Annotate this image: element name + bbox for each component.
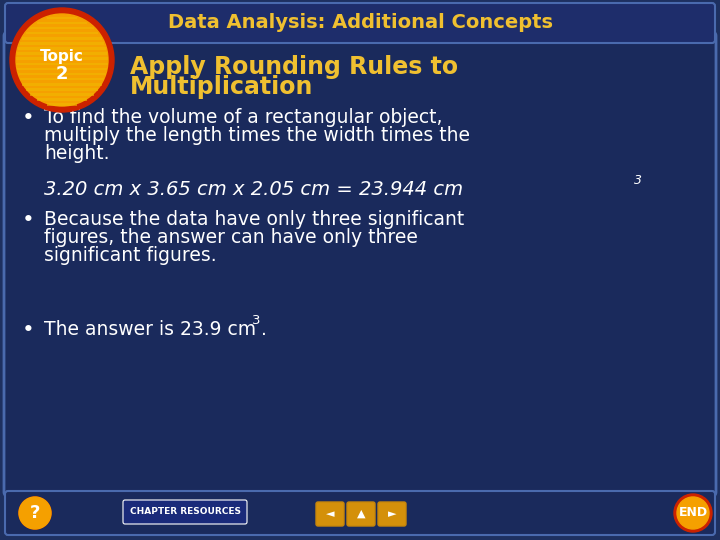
Text: Because the data have only three significant: Because the data have only three signifi… — [44, 210, 464, 229]
Text: •: • — [22, 320, 35, 340]
Bar — [16, 57, 108, 60]
Text: Data Analysis: Additional Concepts: Data Analysis: Additional Concepts — [168, 12, 552, 31]
FancyBboxPatch shape — [5, 491, 715, 535]
Circle shape — [16, 14, 108, 106]
Text: figures, the answer can have only three: figures, the answer can have only three — [44, 228, 418, 247]
Text: The answer is 23.9 cm: The answer is 23.9 cm — [44, 320, 256, 339]
Bar — [22, 83, 102, 85]
FancyBboxPatch shape — [347, 502, 375, 526]
FancyBboxPatch shape — [5, 3, 715, 43]
FancyBboxPatch shape — [316, 502, 344, 526]
Circle shape — [19, 497, 51, 529]
Circle shape — [19, 497, 51, 529]
Text: CHAPTER RESOURCES: CHAPTER RESOURCES — [130, 508, 240, 516]
Circle shape — [677, 497, 709, 529]
Bar — [16, 63, 108, 65]
Text: 3: 3 — [634, 174, 642, 187]
Text: Multiplication: Multiplication — [130, 75, 313, 99]
Text: Apply Rounding Rules to: Apply Rounding Rules to — [130, 55, 458, 79]
Bar — [18, 73, 106, 76]
Text: END: END — [678, 507, 708, 519]
FancyBboxPatch shape — [123, 500, 247, 524]
Bar — [30, 27, 94, 29]
Text: •: • — [22, 108, 35, 128]
Text: 3: 3 — [252, 314, 261, 327]
Text: To find the volume of a rectangular object,: To find the volume of a rectangular obje… — [44, 108, 443, 127]
Circle shape — [22, 500, 48, 526]
Bar — [17, 68, 107, 70]
Text: •: • — [22, 210, 35, 230]
Text: .: . — [261, 320, 267, 339]
Text: height.: height. — [44, 144, 109, 163]
Bar — [26, 32, 99, 35]
Bar — [19, 78, 104, 80]
Circle shape — [10, 8, 114, 112]
Bar — [37, 22, 87, 24]
Bar — [47, 104, 77, 106]
Text: multiply the length times the width times the: multiply the length times the width time… — [44, 126, 470, 145]
Bar — [17, 52, 107, 55]
Text: ?: ? — [30, 504, 40, 522]
Text: ►: ► — [388, 509, 396, 519]
Bar — [26, 88, 99, 91]
Bar — [30, 93, 94, 96]
Text: significant figures.: significant figures. — [44, 246, 217, 265]
Text: Topic: Topic — [40, 50, 84, 64]
Bar — [22, 37, 102, 39]
Text: ▲: ▲ — [356, 509, 365, 519]
Bar — [18, 47, 106, 50]
Text: 3.20 cm x 3.65 cm x 2.05 cm = 23.944 cm: 3.20 cm x 3.65 cm x 2.05 cm = 23.944 cm — [44, 180, 463, 199]
Bar — [19, 42, 104, 45]
Text: ◄: ◄ — [325, 509, 334, 519]
Bar — [47, 17, 77, 19]
FancyBboxPatch shape — [378, 502, 406, 526]
Circle shape — [674, 494, 712, 532]
FancyBboxPatch shape — [4, 32, 716, 496]
Bar — [37, 98, 87, 101]
Text: 2: 2 — [55, 65, 68, 83]
